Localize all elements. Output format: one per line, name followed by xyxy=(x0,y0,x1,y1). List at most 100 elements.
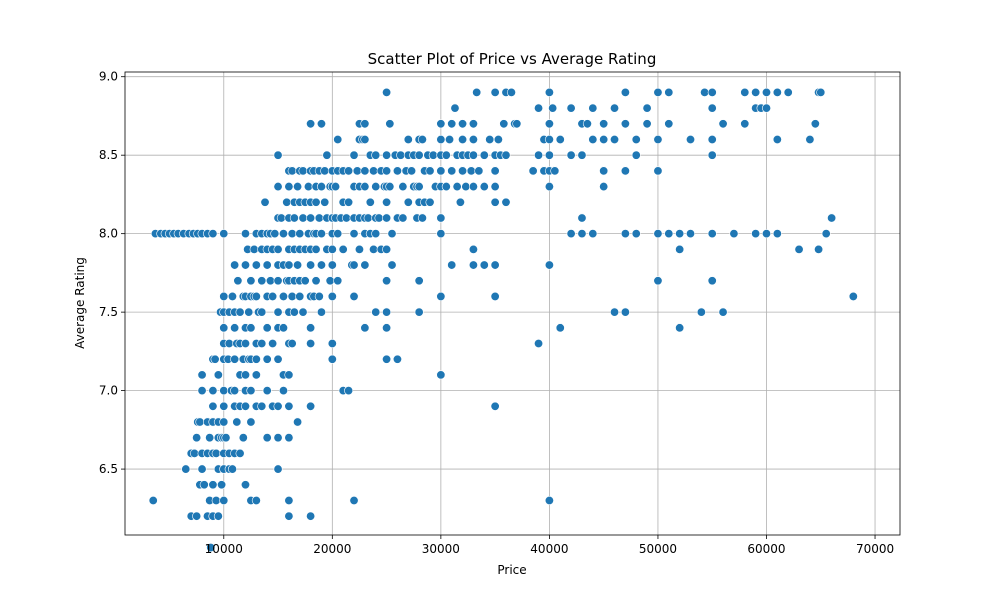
data-point xyxy=(293,417,303,427)
data-point xyxy=(479,260,489,270)
data-point xyxy=(360,119,370,129)
data-point xyxy=(675,323,685,333)
data-point xyxy=(396,150,406,160)
data-point xyxy=(620,166,630,176)
data-point xyxy=(707,150,717,160)
x-axis-label: Price xyxy=(497,563,526,577)
data-point xyxy=(783,87,793,97)
data-point xyxy=(230,386,240,396)
data-point xyxy=(794,244,804,254)
y-axis-label: Average Rating xyxy=(73,257,87,349)
data-point xyxy=(466,166,476,176)
data-point xyxy=(490,401,500,411)
data-point xyxy=(268,339,278,349)
data-point xyxy=(213,511,223,521)
data-point xyxy=(265,276,275,286)
data-point xyxy=(544,119,554,129)
x-tick-label: 10000 xyxy=(205,542,243,556)
data-point xyxy=(441,182,451,192)
data-point xyxy=(461,182,471,192)
data-point xyxy=(219,323,229,333)
data-point xyxy=(653,229,663,239)
data-point xyxy=(761,229,771,239)
data-point xyxy=(306,323,316,333)
data-point xyxy=(251,370,261,380)
data-point xyxy=(675,244,685,254)
data-point xyxy=(599,166,609,176)
y-tick-label: 9.0 xyxy=(99,70,118,84)
data-point xyxy=(392,166,402,176)
data-point xyxy=(534,103,544,113)
data-point xyxy=(528,166,538,176)
data-point xyxy=(718,307,728,317)
data-point xyxy=(227,291,237,301)
data-point xyxy=(407,166,417,176)
data-point xyxy=(246,276,256,286)
data-point xyxy=(360,182,370,192)
chart-title: Scatter Plot of Price vs Average Rating xyxy=(368,50,657,68)
data-point xyxy=(751,87,761,97)
data-point xyxy=(447,166,457,176)
data-point xyxy=(197,464,207,474)
data-point xyxy=(246,386,256,396)
data-point xyxy=(729,229,739,239)
data-point xyxy=(450,103,460,113)
data-point xyxy=(398,182,408,192)
data-point xyxy=(707,134,717,144)
y-tick-label: 8.5 xyxy=(99,148,118,162)
data-point xyxy=(349,229,359,239)
data-point xyxy=(208,386,218,396)
data-point xyxy=(610,103,620,113)
data-point xyxy=(490,87,500,97)
data-point xyxy=(707,229,717,239)
y-tick-label: 7.5 xyxy=(99,305,118,319)
data-point xyxy=(805,134,815,144)
data-point xyxy=(772,134,782,144)
data-point xyxy=(262,260,272,270)
data-point xyxy=(385,119,395,129)
data-point xyxy=(474,166,484,176)
data-point xyxy=(360,323,370,333)
data-point xyxy=(577,213,587,223)
data-point xyxy=(293,182,303,192)
data-point xyxy=(276,213,286,223)
data-point xyxy=(548,103,558,113)
data-point xyxy=(371,307,381,317)
data-point xyxy=(284,495,294,505)
data-point xyxy=(392,354,402,364)
data-point xyxy=(447,260,457,270)
data-point xyxy=(333,276,343,286)
data-point xyxy=(479,150,489,160)
data-point xyxy=(235,448,245,458)
data-point xyxy=(499,119,509,129)
data-point xyxy=(534,339,544,349)
data-point xyxy=(428,150,438,160)
data-point xyxy=(192,511,202,521)
data-point xyxy=(544,182,554,192)
data-point xyxy=(490,260,500,270)
data-point xyxy=(436,291,446,301)
x-tick-label: 50000 xyxy=(639,542,677,556)
data-point xyxy=(316,229,326,239)
x-axis-ticks: 10000 20000 30000 40000 50000 60000 70000 xyxy=(205,535,894,556)
data-point xyxy=(382,354,392,364)
data-point xyxy=(642,103,652,113)
data-point xyxy=(360,134,370,144)
data-point xyxy=(445,134,455,144)
data-point xyxy=(284,401,294,411)
data-point xyxy=(273,401,283,411)
data-point xyxy=(282,197,292,207)
data-point xyxy=(311,276,321,286)
data-point xyxy=(287,291,297,301)
data-point xyxy=(257,307,267,317)
data-point xyxy=(458,166,468,176)
data-point xyxy=(707,87,717,97)
data-point xyxy=(599,134,609,144)
data-point xyxy=(262,433,272,443)
x-tick-label: 40000 xyxy=(530,542,568,556)
plot-frame xyxy=(124,71,901,536)
data-point xyxy=(371,229,381,239)
data-point xyxy=(653,87,663,97)
x-tick-label: 30000 xyxy=(422,542,460,556)
